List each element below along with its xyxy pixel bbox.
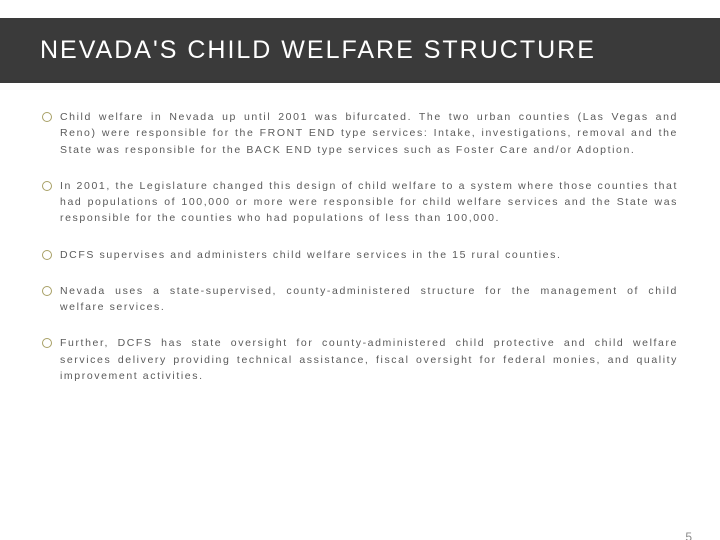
list-item: Child welfare in Nevada up until 2001 wa… xyxy=(42,109,678,158)
title-bar: NEVADA'S CHILD WELFARE STRUCTURE xyxy=(0,18,720,83)
page-number: 5 xyxy=(685,530,692,540)
list-item: DCFS supervises and administers child we… xyxy=(42,247,678,263)
list-item: Further, DCFS has state oversight for co… xyxy=(42,335,678,384)
list-item: In 2001, the Legislature changed this de… xyxy=(42,178,678,227)
slide-body: Child welfare in Nevada up until 2001 wa… xyxy=(0,83,720,384)
slide: NEVADA'S CHILD WELFARE STRUCTURE Child w… xyxy=(0,18,720,540)
bullet-list: Child welfare in Nevada up until 2001 wa… xyxy=(42,109,678,384)
list-item: Nevada uses a state-supervised, county-a… xyxy=(42,283,678,316)
slide-title: NEVADA'S CHILD WELFARE STRUCTURE xyxy=(40,36,680,65)
